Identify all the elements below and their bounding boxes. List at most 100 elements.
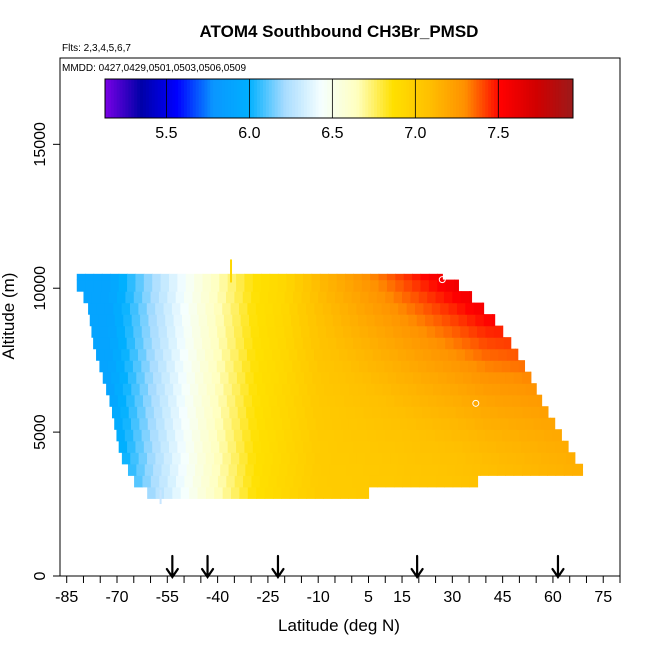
heatmap-cell	[363, 406, 373, 419]
heatmap-cell	[240, 314, 250, 327]
colorbar-swatch	[166, 79, 170, 118]
heatmap-cell	[467, 314, 476, 327]
heatmap-cell	[464, 348, 474, 361]
heatmap-cell	[370, 273, 380, 281]
heatmap-cell	[420, 279, 430, 292]
heatmap-cell	[440, 302, 450, 315]
heatmap-cell	[189, 383, 199, 396]
colorbar-swatch	[485, 79, 489, 118]
heatmap-cell	[336, 279, 346, 292]
heatmap-cell	[314, 348, 323, 361]
heatmap-cell	[470, 337, 480, 350]
heatmap-cell	[324, 383, 334, 396]
heatmap-cell	[130, 417, 140, 430]
heatmap-cell	[205, 486, 215, 499]
heatmap-cell	[420, 337, 430, 350]
heatmap-cell	[580, 463, 584, 476]
heatmap-cell	[183, 429, 193, 442]
colorbar-swatch	[479, 79, 483, 118]
heatmap-cell	[168, 279, 178, 292]
colorbar-swatch	[224, 79, 229, 118]
heatmap-cell	[521, 440, 531, 453]
heatmap-cell	[202, 279, 212, 292]
heatmap-cell	[253, 463, 263, 476]
heatmap-cell	[485, 429, 495, 442]
heatmap-cell	[472, 406, 482, 419]
heatmap-cell	[293, 394, 303, 407]
colorbar-swatch	[415, 79, 419, 118]
colorbar-swatch	[186, 79, 191, 118]
heatmap-cell	[468, 360, 478, 373]
heatmap-cell	[339, 348, 349, 361]
colorbar-swatch	[491, 79, 495, 118]
heatmap-cell	[118, 273, 128, 281]
heatmap-cell	[305, 348, 315, 361]
heatmap-cell	[219, 273, 229, 281]
heatmap-cell	[143, 273, 153, 281]
colorbar-swatch	[113, 79, 118, 118]
heatmap-cell	[188, 452, 198, 465]
heatmap-cell	[161, 463, 171, 476]
heatmap-cell	[137, 348, 147, 361]
heatmap-cell	[513, 371, 523, 384]
heatmap-cell	[436, 394, 446, 407]
heatmap-cell	[360, 291, 370, 304]
heatmap-cell	[294, 440, 304, 453]
heatmap-cell	[211, 463, 221, 476]
heatmap-cell	[300, 429, 310, 442]
heatmap-cell	[184, 475, 194, 488]
heatmap-cell	[172, 486, 182, 499]
heatmap-cell	[118, 440, 128, 453]
heatmap-cell	[444, 475, 454, 488]
heatmap-cell	[163, 348, 173, 361]
heatmap-cell	[181, 383, 191, 396]
colorbar-swatch	[558, 79, 562, 118]
heatmap-cell	[167, 475, 177, 488]
colorbar-swatch	[552, 79, 556, 118]
heatmap-cell	[290, 383, 300, 396]
colorbar-swatch	[502, 79, 507, 118]
colorbar-swatch	[321, 79, 325, 118]
heatmap-cell	[485, 360, 495, 373]
heatmap-cell	[114, 383, 124, 396]
heatmap-cell	[438, 406, 448, 419]
heatmap-cell	[403, 273, 413, 281]
heatmap-cell	[428, 394, 437, 407]
flight-arrow-icon	[551, 554, 565, 579]
heatmap-cell	[146, 348, 156, 361]
heatmap-cell	[262, 406, 272, 419]
heatmap-cell	[247, 302, 257, 315]
heatmap-cell	[313, 406, 323, 419]
heatmap-cell	[361, 440, 371, 453]
heatmap-cell	[416, 383, 426, 396]
heatmap-cell	[281, 452, 291, 465]
heatmap-cell	[424, 417, 434, 430]
heatmap-cell	[441, 314, 451, 327]
heatmap-cell	[207, 314, 217, 327]
heatmap-cell	[527, 429, 537, 442]
heatmap-cell	[173, 314, 183, 327]
heatmap-cell	[340, 417, 350, 430]
heatmap-cell	[114, 417, 124, 430]
heatmap-cell	[445, 279, 455, 292]
colorbar-swatch	[561, 79, 565, 118]
heatmap-cell	[203, 463, 213, 476]
heatmap-cell	[251, 475, 261, 488]
heatmap-cell	[252, 273, 262, 281]
heatmap-cell	[228, 463, 238, 476]
heatmap-cell	[147, 486, 157, 499]
heatmap-cell	[267, 429, 277, 442]
heatmap-cell	[507, 452, 517, 465]
heatmap-cell	[106, 383, 116, 396]
colorbar-swatch	[210, 79, 214, 118]
heatmap-cell	[530, 371, 532, 384]
colorbar-swatch	[388, 79, 393, 118]
heatmap-cell	[370, 279, 380, 292]
heatmap-cell	[220, 463, 230, 476]
heatmap-cell	[359, 429, 369, 442]
heatmap-cell	[286, 440, 296, 453]
heatmap-cell	[498, 348, 508, 361]
heatmap-cell	[259, 325, 269, 338]
heatmap-cell	[195, 463, 205, 476]
